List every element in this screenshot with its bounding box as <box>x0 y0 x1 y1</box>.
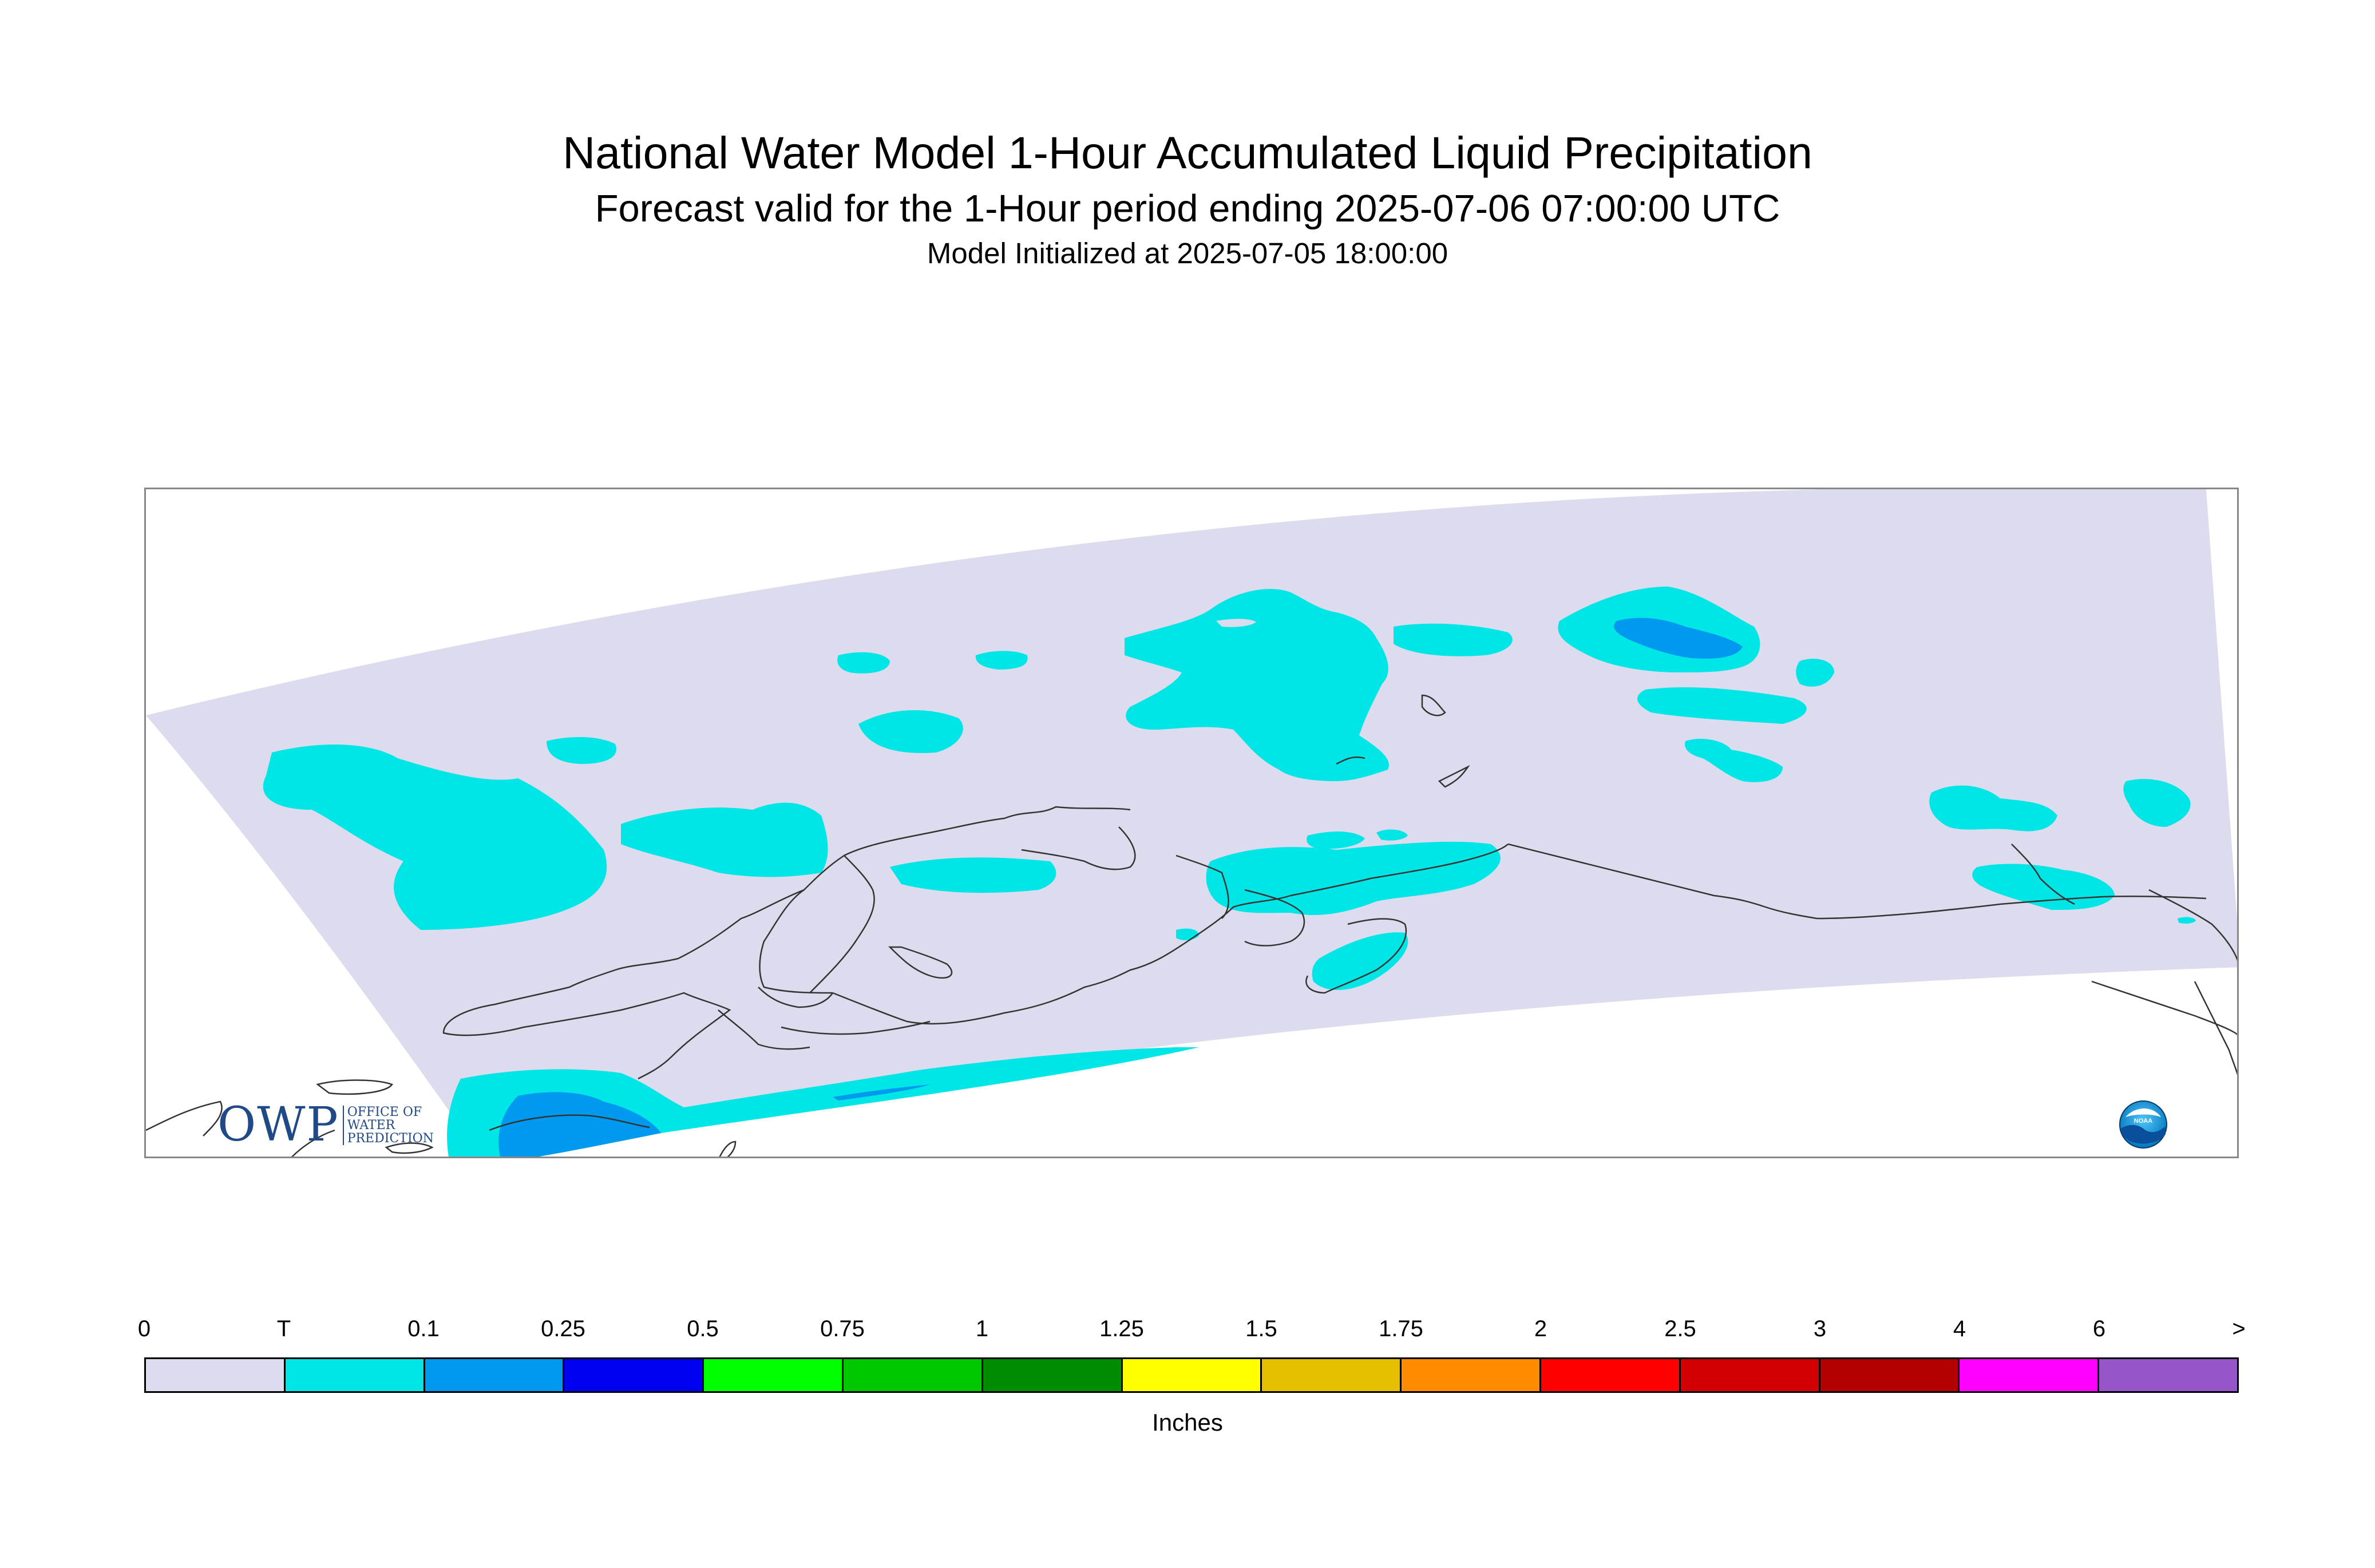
legend-tick-label: T <box>276 1316 291 1341</box>
legend-tick-label: 2.5 <box>1664 1316 1696 1341</box>
legend-swatch <box>1402 1359 1541 1391</box>
model-init-time: Model Initialized at 2025-07-05 18:00:00 <box>927 237 1448 270</box>
noaa-logo-icon: NOAA <box>2119 1100 2167 1149</box>
legend-swatch <box>1820 1359 1960 1391</box>
map-subtitle: Forecast valid for the 1-Hour period end… <box>595 187 1780 230</box>
legend-swatch <box>1122 1359 1262 1391</box>
legend-tick-label: 2 <box>1534 1316 1547 1341</box>
legend-tick-label: 6 <box>2092 1316 2106 1341</box>
svg-text:NOAA: NOAA <box>2134 1118 2152 1124</box>
legend-tick-label: 3 <box>1813 1316 1827 1341</box>
legend-swatch <box>1960 1359 2100 1391</box>
owp-logo-mark: OWP <box>217 1098 339 1152</box>
legend-swatch <box>1262 1359 1402 1391</box>
coastlines <box>146 694 2237 1157</box>
map-canvas <box>146 489 2237 1157</box>
legend-tick-label: 4 <box>1953 1316 1966 1341</box>
color-legend <box>144 1357 2239 1393</box>
legend-swatch <box>285 1359 425 1391</box>
map-panel <box>144 488 2239 1158</box>
legend-swatch <box>704 1359 844 1391</box>
legend-swatch <box>2099 1359 2237 1391</box>
legend-tick-label: 1.25 <box>1099 1316 1144 1341</box>
legend-swatch <box>425 1359 565 1391</box>
legend-tick-label: 0.25 <box>541 1316 585 1341</box>
legend-swatch <box>843 1359 983 1391</box>
legend-swatch <box>1541 1359 1681 1391</box>
legend-tick-label: 1.75 <box>1379 1316 1423 1341</box>
legend-units: Inches <box>1152 1409 1223 1436</box>
legend-tick-label: 0 <box>137 1316 151 1341</box>
legend-tick-label: 0.1 <box>407 1316 440 1341</box>
legend-tick-label: 0.5 <box>687 1316 719 1341</box>
legend-tick-label: 1.5 <box>1245 1316 1277 1341</box>
precip-moderate-areas <box>498 617 1743 1157</box>
legend-swatch <box>1680 1359 1820 1391</box>
owp-logo-text: OFFICE OF WATER PREDICTION <box>342 1105 434 1145</box>
map-title: National Water Model 1-Hour Accumulated … <box>563 127 1812 178</box>
legend-swatch <box>983 1359 1123 1391</box>
legend-swatch <box>564 1359 704 1391</box>
legend-tick-label: 0.75 <box>820 1316 865 1341</box>
legend-tick-label: > <box>2232 1316 2246 1341</box>
owp-logo: OWP OFFICE OF WATER PREDICTION <box>217 1102 434 1149</box>
legend-swatch <box>146 1359 286 1391</box>
legend-tick-label: 1 <box>975 1316 989 1341</box>
precip-light-areas <box>263 587 2196 1157</box>
